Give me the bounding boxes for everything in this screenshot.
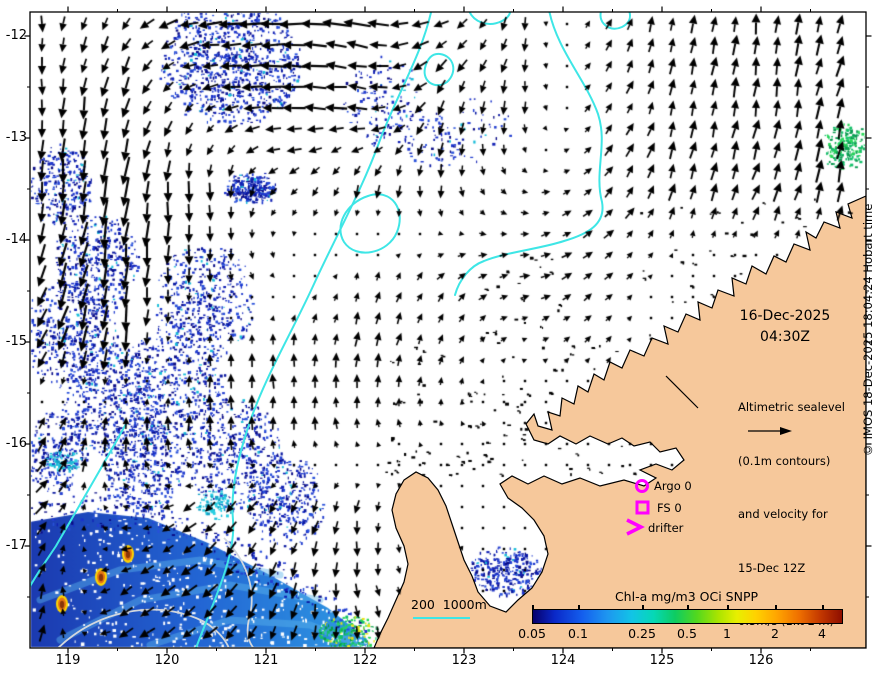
colorbar-tick-mark [822, 605, 824, 609]
lat-tick-label: -16 [5, 436, 27, 451]
annotation-line: 15-Dec 12Z [738, 560, 806, 575]
annotation-line: Altimetric sealevel [738, 400, 845, 414]
colorbar-tick-mark [642, 605, 644, 609]
colorbar-tick-label: 0.5 [677, 626, 697, 641]
lon-tick-label: 123 [451, 653, 477, 668]
argo-legend-label: Argo 0 [654, 479, 692, 493]
map-date: 16-Dec-2025 [739, 308, 831, 324]
lon-tick-label: 125 [649, 653, 675, 668]
copyright-text: © IMOS 18-Dec-2025 18:04:24 Hobart time [861, 203, 875, 457]
colorbar-tick-label: 2 [771, 626, 779, 641]
lon-tick-label: 122 [352, 653, 378, 668]
colorbar-tick-mark [687, 605, 689, 609]
colorbar-tick-mark [532, 605, 534, 609]
fs-legend-label: FS 0 [657, 501, 682, 515]
annotation-line: and velocity for [738, 507, 828, 521]
annotation-line: (0.1m contours) [738, 453, 831, 468]
lat-tick-label: -17 [5, 538, 27, 553]
colorbar-tick-mark [578, 605, 580, 609]
colorbar-tick-mark [775, 605, 777, 609]
map-time: 04:30Z [760, 329, 810, 345]
colorbar-tick-label: 0.25 [628, 626, 656, 641]
lon-tick-label: 119 [55, 653, 81, 668]
lat-tick-label: -14 [5, 232, 27, 247]
lon-tick-label: 124 [550, 653, 576, 668]
colorbar-tick-label: 0.1 [568, 626, 588, 641]
lon-tick-label: 120 [154, 653, 180, 668]
colorbar-title: Chl-a mg/m3 OCi SNPP [614, 589, 759, 604]
drifter-legend-label: drifter [648, 521, 684, 535]
lat-tick-label: -13 [5, 130, 27, 145]
lat-tick-label: -15 [5, 334, 27, 349]
colorbar-tick-label: 0.05 [518, 626, 546, 641]
colorbar [532, 609, 843, 624]
lat-tick-label: -12 [5, 28, 27, 43]
lon-tick-label: 126 [748, 653, 774, 668]
colorbar-tick-label: 4 [818, 626, 826, 641]
lon-tick-label: 121 [253, 653, 279, 668]
colorbar-tick-mark [727, 605, 729, 609]
isobath-legend-label: 200 1000m [411, 597, 487, 612]
colorbar-tick-label: 1 [723, 626, 731, 641]
